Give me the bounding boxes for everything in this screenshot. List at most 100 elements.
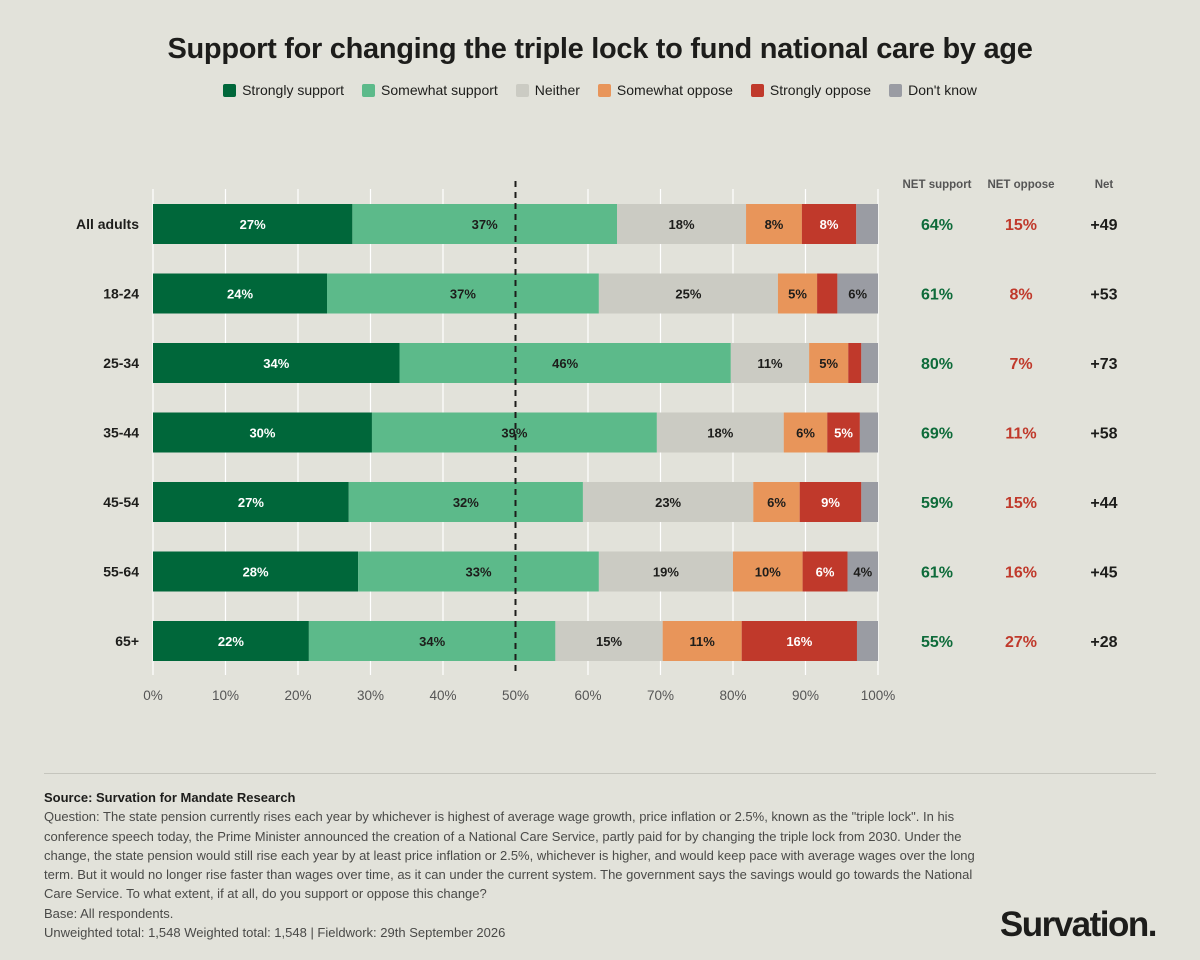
bar-segment xyxy=(799,482,862,522)
net-support-value: 61% xyxy=(921,565,953,582)
legend-item: Somewhat oppose xyxy=(597,82,733,98)
net-oppose-value: 16% xyxy=(1005,565,1037,582)
bar-segment xyxy=(598,551,733,592)
legend-swatch xyxy=(597,83,611,97)
data-label: 22% xyxy=(218,634,244,649)
data-label: 11% xyxy=(757,356,783,371)
net-oppose-value: 7% xyxy=(1009,356,1032,373)
data-label: 5% xyxy=(819,356,838,371)
legend-item: Strongly oppose xyxy=(750,82,871,98)
net-support-value: 80% xyxy=(921,356,953,373)
net-oppose-value: 27% xyxy=(1005,634,1037,651)
bar-segment xyxy=(741,621,857,661)
source-note: Source: Survation for Mandate Research xyxy=(44,790,296,805)
legend-swatch xyxy=(515,83,529,97)
legend-swatch xyxy=(223,83,237,97)
footer-divider xyxy=(44,773,1156,774)
data-label: 15% xyxy=(596,634,622,649)
data-label: 8% xyxy=(765,217,784,232)
data-label: 6% xyxy=(796,426,815,441)
bar-segment xyxy=(809,343,849,383)
bar-segment xyxy=(348,482,583,522)
question-text: Question: The state pension currently ri… xyxy=(44,809,975,902)
bar-segment xyxy=(582,482,754,522)
bar-segment xyxy=(783,412,828,453)
bar-segment xyxy=(153,343,400,383)
data-label: 24% xyxy=(227,287,253,302)
bar-segment xyxy=(153,482,349,522)
bar-segment xyxy=(861,343,878,383)
bar-segment xyxy=(656,412,784,453)
bar-segment xyxy=(308,621,556,661)
data-label: 25% xyxy=(675,287,701,302)
net-support-value: 64% xyxy=(921,217,953,234)
chart-title: Support for changing the triple lock to … xyxy=(167,33,1033,65)
row-label: 25-34 xyxy=(103,355,139,371)
bar-segment xyxy=(153,204,353,244)
x-tick-label: 0% xyxy=(143,688,163,703)
bar-segment xyxy=(817,273,838,314)
bar-segment xyxy=(746,204,802,244)
net-support-value: 55% xyxy=(921,634,953,651)
x-tick-label: 50% xyxy=(502,688,529,703)
data-label: 30% xyxy=(249,426,275,441)
net-support-value: 61% xyxy=(921,287,953,304)
legend-item: Strongly support xyxy=(223,82,344,98)
net-column-header: NET support xyxy=(903,179,972,191)
legend-label: Strongly support xyxy=(242,82,345,98)
bar-segment xyxy=(358,551,599,592)
data-label: 6% xyxy=(767,495,786,510)
data-label: 39% xyxy=(501,426,527,441)
x-tick-label: 20% xyxy=(284,688,311,703)
legend: Strongly support Somewhat support Neither S… xyxy=(0,82,1200,98)
data-label: 18% xyxy=(669,217,695,232)
row-label: 18-24 xyxy=(103,286,139,302)
net-value: +28 xyxy=(1090,634,1117,651)
x-tick-label: 60% xyxy=(574,688,601,703)
data-label: 23% xyxy=(655,495,681,510)
data-label: 8% xyxy=(820,217,839,232)
legend-swatch xyxy=(889,83,903,97)
survation-logo: Survation. xyxy=(999,905,1158,944)
bar-segment xyxy=(861,482,878,522)
base-note: Base: All respondents. xyxy=(44,905,174,921)
bar-segment xyxy=(827,412,860,453)
x-tick-label: 30% xyxy=(357,688,384,703)
data-label: 6% xyxy=(816,565,835,580)
net-oppose-value: 8% xyxy=(1009,287,1032,304)
net-value: +58 xyxy=(1090,426,1117,443)
bar-segment xyxy=(733,551,803,592)
data-label: 46% xyxy=(552,356,578,371)
net-value: +53 xyxy=(1090,287,1117,304)
bar-segment xyxy=(802,551,848,592)
legend-item: Neither xyxy=(515,82,580,98)
data-label: 32% xyxy=(453,495,479,510)
data-label: 19% xyxy=(653,565,679,580)
legend-swatch xyxy=(362,83,376,97)
bar-segment xyxy=(153,412,372,453)
net-column-header: Net xyxy=(1095,179,1114,191)
bar-segment xyxy=(371,412,657,453)
bar-segment xyxy=(352,204,617,244)
net-value: +44 xyxy=(1090,495,1117,512)
bar-segment xyxy=(837,273,878,314)
net-oppose-value: 11% xyxy=(1005,426,1036,443)
bar-segment xyxy=(777,273,818,314)
x-tick-label: 90% xyxy=(792,688,819,703)
x-tick-label: 10% xyxy=(212,688,239,703)
x-tick-label: 80% xyxy=(719,688,746,703)
row-label: All adults xyxy=(76,216,139,232)
data-label: 37% xyxy=(472,217,498,232)
data-label: 37% xyxy=(450,287,476,302)
totals-note: Unweighted total: 1,548 Weighted total: … xyxy=(44,925,506,941)
x-tick-label: 100% xyxy=(861,688,896,703)
data-label: 5% xyxy=(834,426,853,441)
data-label: 27% xyxy=(240,217,266,232)
data-label: 27% xyxy=(238,495,264,510)
bar-segment xyxy=(753,482,800,522)
legend-label: Neither xyxy=(534,82,580,98)
data-label: 11% xyxy=(690,634,716,649)
legend-swatch xyxy=(750,83,764,97)
bar-segment xyxy=(153,551,359,592)
data-label: 6% xyxy=(848,287,867,302)
